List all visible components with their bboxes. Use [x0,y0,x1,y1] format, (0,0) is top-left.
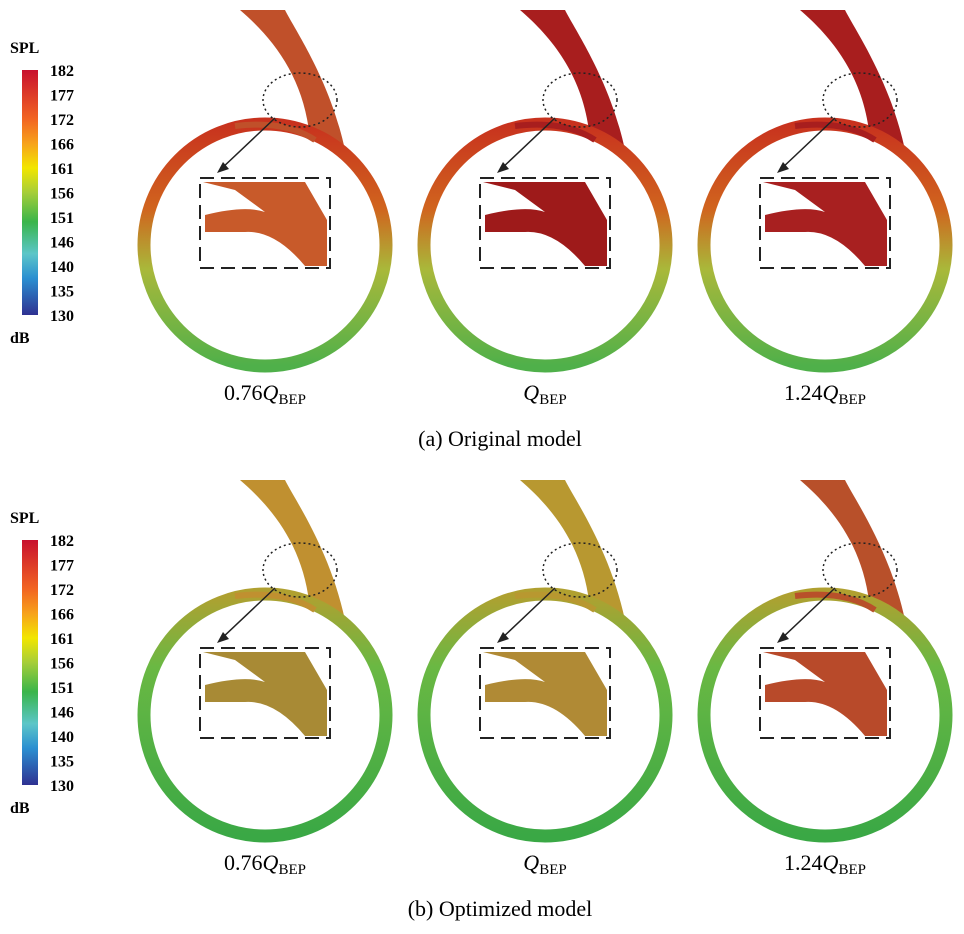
panel-caption: (b) Optimized model [408,896,593,921]
colorbar-title: SPL [10,510,39,527]
case-label: 1.24QBEP [784,850,866,878]
volute-ring [704,124,946,366]
case-subscript: BEP [838,392,866,408]
case-label: 1.24QBEP [784,380,866,408]
inset-shape [763,652,887,736]
inset-shape [483,652,607,736]
case-label: 0.76QBEP [224,850,306,878]
colorbar-title: SPL [10,40,39,57]
case-prefix: 1.24 [784,850,823,875]
inset-shape [483,182,607,266]
inset-shape [763,182,887,266]
colorbar-tick: 146 [50,235,74,252]
colorbar-tick: 135 [50,754,74,771]
case-subscript: BEP [278,862,306,878]
inset-shape [203,182,327,266]
figure: SPL 182 177 172 166 161 156 151 146 140 135 130 dB 0.… [0,0,964,934]
colorbar-tick: 135 [50,284,74,301]
case-symbol: Q [523,850,539,875]
colorbar-tick: 140 [50,729,74,746]
colorbar-unit: dB [10,330,30,347]
volute-ring [704,594,946,836]
colorbar-tick: 177 [50,558,74,575]
colorbar-tick: 182 [50,63,74,80]
colorbar-tick: 146 [50,705,74,722]
colorbar-tick: 166 [50,137,74,154]
case-symbol: Q [823,380,839,405]
colorbar-tick: 140 [50,259,74,276]
colorbar-tick: 182 [50,533,74,550]
colorbar-tick: 177 [50,88,74,105]
case-subscript: BEP [539,862,567,878]
case-prefix: 0.76 [224,380,263,405]
colorbar-tick: 130 [50,308,74,325]
panel-caption: (a) Original model [418,426,582,451]
case-symbol: Q [523,380,539,405]
colorbar-tick: 151 [50,210,74,227]
case-prefix: 0.76 [224,850,263,875]
colorbar-tick: 161 [50,631,74,648]
case-subscript: BEP [838,862,866,878]
case-subscript: BEP [539,392,567,408]
inset-shape [203,652,327,736]
panel: SPL 182 177 172 166 161 156 151 146 140 135 130 dB 0.… [10,10,946,451]
colorbar-tick: 151 [50,680,74,697]
volute-ring [424,124,666,366]
case-symbol: Q [263,380,279,405]
case-subscript: BEP [278,392,306,408]
volute-ring [144,124,386,366]
colorbar-tick: 161 [50,161,74,178]
colorbar-unit: dB [10,800,30,817]
case-symbol: Q [823,850,839,875]
colorbar-tick: 130 [50,778,74,795]
case-label: QBEP [523,380,566,408]
colorbar [22,70,38,315]
colorbar [22,540,38,785]
colorbar-tick: 156 [50,186,74,203]
colorbar-tick: 156 [50,656,74,673]
colorbar-tick: 166 [50,607,74,624]
colorbar-tick: 172 [50,582,74,599]
case-label: 0.76QBEP [224,380,306,408]
volute-ring [424,594,666,836]
case-prefix: 1.24 [784,380,823,405]
panel: SPL 182 177 172 166 161 156 151 146 140 135 130 dB 0.… [10,480,946,921]
case-symbol: Q [263,850,279,875]
case-label: QBEP [523,850,566,878]
volute-ring [144,594,386,836]
colorbar-tick: 172 [50,112,74,129]
